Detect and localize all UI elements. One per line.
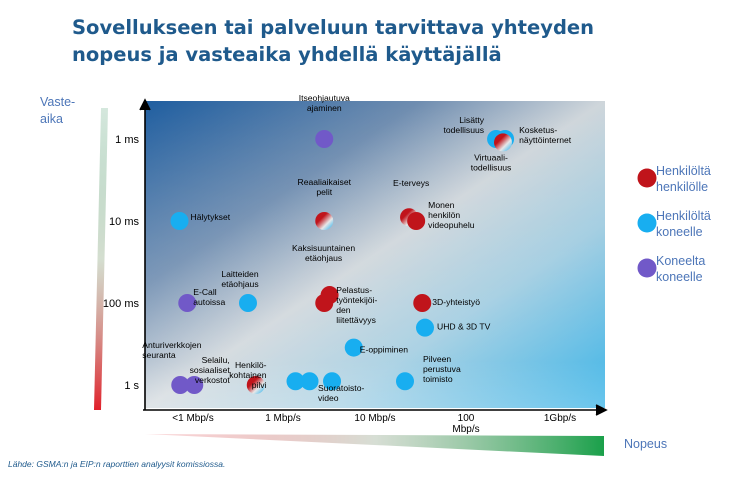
plot-background-shading <box>145 101 605 408</box>
data-point-marker <box>323 372 342 391</box>
data-point-marker <box>413 294 432 312</box>
legend-label: Henkilöltä henkilölle <box>656 164 711 194</box>
data-point: Virtuaali-todellisuus <box>471 133 512 172</box>
data-point: UHD & 3D TV <box>416 318 491 337</box>
data-point-label: Hälytykset <box>190 212 230 222</box>
x-tick-label: 100 Mbp/s <box>452 413 479 435</box>
axes <box>139 98 608 416</box>
data-point-label: Monen henkilön videopuhelu <box>428 200 475 230</box>
x-tick-label: 1Gbp/s <box>544 413 576 424</box>
data-point-marker <box>315 294 334 312</box>
x-axis-arrowhead <box>595 404 608 416</box>
legend-label: Henkilöltä koneelle <box>656 209 711 239</box>
data-point-label: Selailu, sosiaaliset verkostot <box>190 355 231 385</box>
data-point-marker <box>416 318 435 337</box>
data-point-marker <box>315 130 334 148</box>
data-point: Anturiverkkojen seuranta <box>142 340 204 394</box>
data-point: Pilveen perustuva toimisto <box>395 354 461 391</box>
data-point-label: E-terveys <box>393 178 429 188</box>
data-point: 3D-yhteistyö <box>413 294 480 312</box>
data-point-label: UHD & 3D TV <box>437 322 491 332</box>
page-title: Sovellukseen tai palveluun tarvittava yh… <box>72 14 712 68</box>
x-tick-label: <1 Mbp/s <box>172 413 213 424</box>
data-point-label: Virtuaali-todellisuus <box>471 152 512 172</box>
y-axis-label-line-2: aika <box>40 112 63 126</box>
y-tick-label: 100 ms <box>103 298 140 310</box>
data-point-marker <box>493 133 512 152</box>
data-point: Reaaliaikaiset pelit <box>297 177 352 230</box>
data-point-label: Kaksisuuntainen etäohjaus <box>292 243 355 263</box>
legend-item: Koneelta koneelle <box>637 254 705 284</box>
x-tick-label: 1 Mbp/s <box>265 413 301 424</box>
legend-item: Henkilöltä koneelle <box>637 209 711 239</box>
data-point-label: Pelastus-työntekijöi-den liitettävyys <box>336 285 377 325</box>
legend-marker <box>637 168 657 188</box>
data-point: Hälytykset <box>170 212 231 230</box>
data-point: Itseohjautuva ajaminen <box>299 93 350 148</box>
data-point-marker <box>395 372 414 391</box>
data-point-marker <box>407 212 426 230</box>
data-point-marker <box>300 372 319 391</box>
plot-area <box>145 101 605 408</box>
legend: Henkilöltä henkilölle Henkilöltä koneelle Ko… <box>637 164 711 284</box>
data-point-label: 3D-yhteistyö <box>432 297 480 307</box>
y-tick-label: 10 ms <box>109 216 139 228</box>
data-point-label: E-oppiminen <box>360 345 408 355</box>
data-point-marker <box>246 376 265 394</box>
data-point-label: Suoratoisto-video <box>318 383 364 403</box>
data-point-marker <box>344 338 363 357</box>
y-axis-arrowhead <box>139 98 151 111</box>
data-point: Suoratoisto-video <box>318 372 364 403</box>
data-point: Pelastus-työntekijöi-den liitettävyys <box>315 285 377 325</box>
legend-marker <box>637 258 657 278</box>
data-point: Selailu, sosiaaliset verkostot <box>190 355 265 394</box>
x-axis-label: Nopeus <box>624 437 667 451</box>
title-line-2: nopeus ja vasteaika yhdellä käyttäjällä <box>72 43 502 66</box>
data-points: Itseohjautuva ajaminen Lisätty todellisuus K… <box>142 93 572 403</box>
data-point-label: Pilveen perustuva toimisto <box>423 354 461 384</box>
data-point-marker <box>185 376 204 394</box>
x-ticks: <1 Mbp/s 1 Mbp/s 10 Mbp/s 100 Mbp/s 1Gbp/s <box>172 413 576 435</box>
data-point: Henkilö-kohtainen pilvi <box>229 360 319 391</box>
data-point-label: E-Call autoissa <box>193 287 225 307</box>
data-point-marker <box>238 294 257 312</box>
data-point-label: Anturiverkkojen seuranta <box>142 340 201 360</box>
data-point-marker <box>315 212 334 230</box>
data-point: Laitteiden etäohjaus <box>221 269 259 312</box>
y-ticks: 1 ms 10 ms 100 ms 1 s <box>103 134 140 392</box>
y-tick-label: 1 s <box>124 380 139 392</box>
data-point-label: Reaaliaikaiset pelit <box>297 177 351 197</box>
response-time-gradient-arrow <box>94 108 108 410</box>
legend-label: Koneelta koneelle <box>656 254 705 284</box>
data-point-marker <box>171 376 190 394</box>
data-point-marker <box>286 372 305 391</box>
y-axis-label-line-1: Vaste- <box>40 95 75 109</box>
data-point-label: Lisätty todellisuus <box>443 115 484 135</box>
data-point-marker <box>170 212 189 230</box>
data-point: E-oppiminen <box>344 338 408 357</box>
title-line-1: Sovellukseen tai palveluun tarvittava yh… <box>72 16 595 39</box>
data-point-label: Laitteiden etäohjaus <box>221 269 258 289</box>
data-point-label: Itseohjautuva ajaminen <box>299 93 350 113</box>
y-tick-label: 1 ms <box>115 134 139 146</box>
data-point: Monen henkilön videopuhelu <box>407 200 475 230</box>
source-note: Lähde: GSMA:n ja EIP:n raporttien analyy… <box>8 459 226 469</box>
x-tick-label: 10 Mbp/s <box>354 413 395 424</box>
y-axis-label: Vaste- aika <box>40 95 79 126</box>
data-point-label: Henkilö-kohtainen pilvi <box>229 360 266 390</box>
legend-marker <box>637 213 657 233</box>
legend-item: Henkilöltä henkilölle <box>637 164 711 194</box>
data-point-label: Kosketus-näyttöinternet <box>519 125 572 145</box>
data-point: E-Call autoissa <box>178 287 225 312</box>
speed-gradient-arrow <box>145 434 604 456</box>
data-point-marker <box>178 294 197 312</box>
